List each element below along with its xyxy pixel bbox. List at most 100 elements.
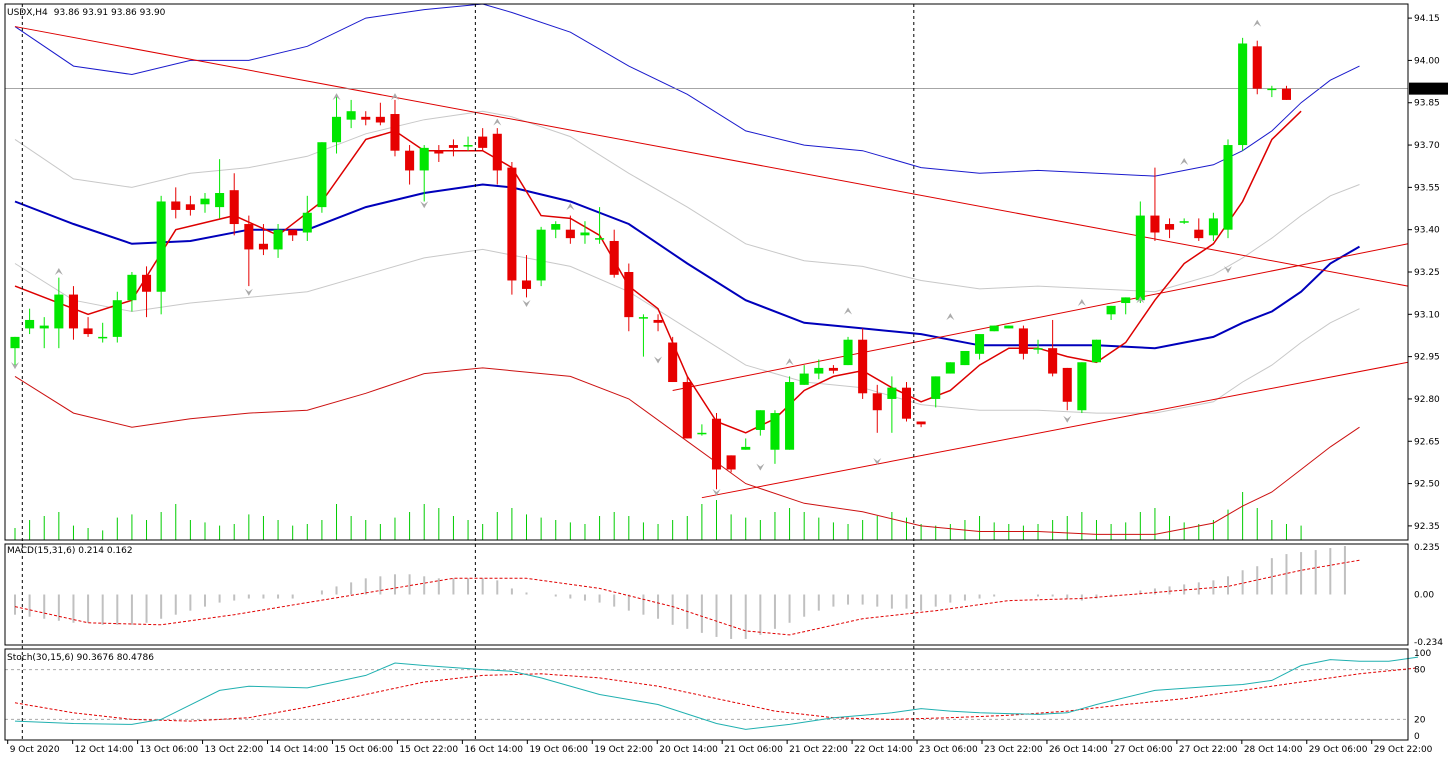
candle[interactable] <box>814 359 824 380</box>
candle[interactable] <box>536 226 546 287</box>
candle[interactable] <box>317 142 327 213</box>
candle[interactable] <box>463 136 473 151</box>
candle[interactable] <box>1091 339 1102 363</box>
candle[interactable] <box>785 376 795 450</box>
candle[interactable] <box>638 314 648 357</box>
candle[interactable] <box>1121 297 1131 315</box>
candle[interactable] <box>244 215 254 287</box>
candle[interactable] <box>697 424 707 436</box>
candle[interactable] <box>916 421 926 428</box>
candle[interactable] <box>200 193 210 213</box>
candle[interactable] <box>975 334 985 360</box>
candle[interactable] <box>624 263 634 332</box>
candle[interactable] <box>1106 305 1116 320</box>
candle[interactable] <box>10 336 20 366</box>
candle[interactable] <box>565 215 575 244</box>
candle[interactable] <box>1077 362 1087 414</box>
candle[interactable] <box>39 317 49 349</box>
candle[interactable] <box>112 291 122 343</box>
candle[interactable] <box>98 322 108 343</box>
candle[interactable] <box>507 161 517 295</box>
candle-body <box>229 190 239 225</box>
candle[interactable] <box>1223 139 1233 239</box>
candle-body <box>258 243 268 250</box>
candle[interactable] <box>83 317 93 337</box>
candle[interactable] <box>419 145 429 202</box>
candle[interactable] <box>288 229 298 241</box>
candle[interactable] <box>1062 367 1072 411</box>
candle[interactable] <box>54 277 64 349</box>
candle[interactable] <box>1179 218 1189 225</box>
candle[interactable] <box>390 99 400 157</box>
candle[interactable] <box>127 272 137 312</box>
candle[interactable] <box>346 99 356 129</box>
candle[interactable] <box>1208 212 1218 241</box>
candle[interactable] <box>726 455 736 473</box>
candle[interactable] <box>171 187 181 219</box>
candle[interactable] <box>1150 167 1160 241</box>
trendline[interactable] <box>14 26 1409 287</box>
candle[interactable] <box>843 336 853 366</box>
candle[interactable] <box>1194 218 1204 241</box>
candle[interactable] <box>668 336 678 383</box>
candle[interactable] <box>989 325 999 332</box>
candle[interactable] <box>770 410 780 464</box>
candle[interactable] <box>609 229 619 278</box>
candle[interactable] <box>828 365 838 374</box>
candle[interactable] <box>434 145 444 162</box>
candle[interactable] <box>1135 201 1145 304</box>
candle[interactable] <box>302 195 312 241</box>
candle[interactable] <box>1033 339 1043 354</box>
candle[interactable] <box>887 376 897 433</box>
candle[interactable] <box>1238 37 1248 151</box>
candle-body <box>858 339 868 394</box>
candle[interactable] <box>258 224 268 256</box>
candle[interactable] <box>901 382 912 422</box>
candle[interactable] <box>185 195 195 216</box>
stochastic-pane[interactable] <box>5 656 1419 730</box>
candle[interactable] <box>960 350 970 366</box>
candle[interactable] <box>872 384 882 433</box>
candle[interactable] <box>1281 85 1291 100</box>
candle[interactable] <box>448 139 458 157</box>
candle[interactable] <box>580 221 590 244</box>
candle[interactable] <box>273 224 283 258</box>
candle[interactable] <box>1018 325 1028 360</box>
candle[interactable] <box>142 266 152 318</box>
candle[interactable] <box>361 111 371 126</box>
candle[interactable] <box>1267 85 1277 98</box>
candle[interactable] <box>1048 319 1058 377</box>
candle[interactable] <box>1165 218 1175 239</box>
candle[interactable] <box>375 102 385 126</box>
candle[interactable] <box>595 207 605 244</box>
price-pane[interactable] <box>5 3 1409 540</box>
candle[interactable] <box>25 308 35 335</box>
candle[interactable] <box>229 173 239 236</box>
candle-body <box>317 142 327 208</box>
macd-pane[interactable] <box>14 546 1360 639</box>
candle[interactable] <box>331 94 342 154</box>
candle[interactable] <box>711 413 722 490</box>
candle[interactable] <box>478 128 488 151</box>
trendline[interactable] <box>701 361 1409 499</box>
candle[interactable] <box>156 195 166 315</box>
candle[interactable] <box>741 438 751 450</box>
candle[interactable] <box>945 362 955 374</box>
candle[interactable] <box>799 365 809 385</box>
candle[interactable] <box>1004 325 1014 329</box>
candle[interactable] <box>858 328 868 399</box>
candle[interactable] <box>931 376 941 408</box>
candle[interactable] <box>755 410 765 436</box>
candle[interactable] <box>682 376 692 439</box>
candle[interactable] <box>1252 40 1262 95</box>
candle-body <box>565 229 575 239</box>
trendline[interactable] <box>672 243 1409 391</box>
candle[interactable] <box>521 255 532 298</box>
candle[interactable] <box>653 314 663 332</box>
candle[interactable] <box>551 221 561 239</box>
candle[interactable] <box>215 159 225 219</box>
candle[interactable] <box>492 128 502 185</box>
candle[interactable] <box>405 145 415 185</box>
candle[interactable] <box>68 286 78 340</box>
